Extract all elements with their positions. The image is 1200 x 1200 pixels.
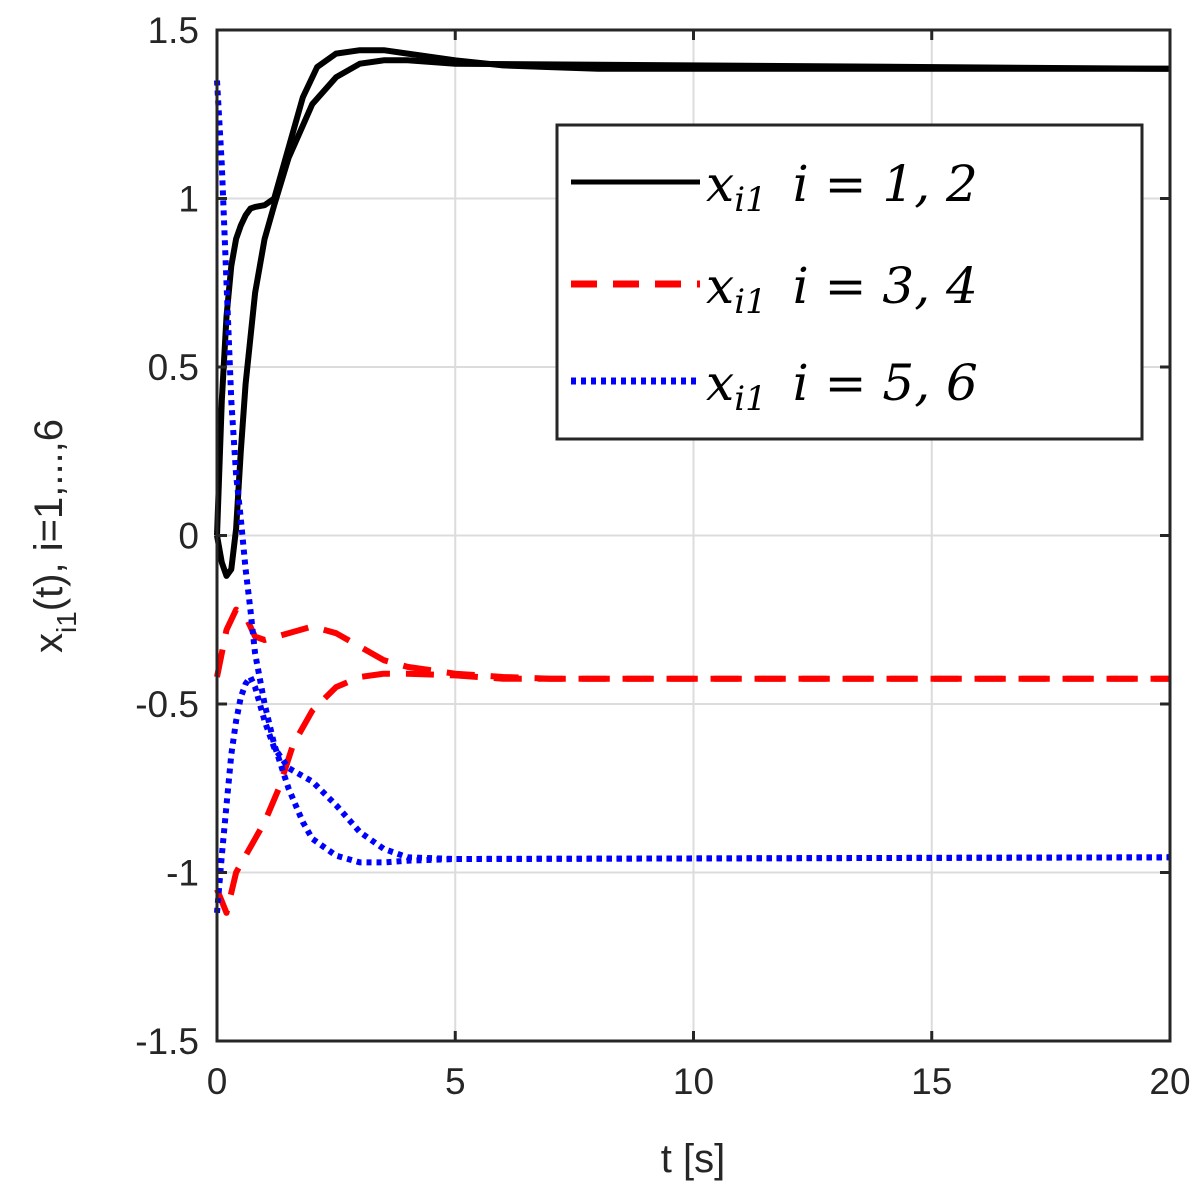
legend-entry-1: xi1 i = 1, 2 (706, 155, 978, 220)
axis-ticks (215, 28, 1172, 1043)
x-tick-label: 20 (1149, 1061, 1190, 1102)
y-tick-label: -0.5 (135, 684, 199, 725)
y-tick-labels: -1.5 -1 -0.5 0 0.5 1 1.5 (135, 10, 199, 1062)
y-tick-label: -1.5 (135, 1021, 199, 1062)
x-tick-label: 15 (911, 1061, 952, 1102)
legend-entry-3-var: x (706, 354, 734, 412)
series-x-i1-i-5-6-line (214, 80, 1171, 866)
x-tick-label: 10 (673, 1061, 714, 1102)
series-layer (214, 47, 1171, 916)
legend-entry-2-sub: i1 (734, 282, 767, 322)
series-x-i1-i-1-2-line (214, 57, 1171, 579)
legend-entry-1-sub: i1 (734, 180, 767, 220)
y-axis-label-rest: (t), i=1,...,6 (27, 419, 71, 611)
legend-entry-1-var: x (706, 155, 734, 213)
y-tick-label: 1 (178, 179, 199, 220)
legend-entry-1-rest: i = 1, 2 (793, 155, 978, 213)
legend-entry-2: xi1 i = 3, 4 (706, 257, 978, 322)
y-axis-label-var: x (27, 633, 71, 653)
legend-box (555, 123, 1144, 441)
x-axis-label: t [s] (661, 1137, 725, 1181)
legend-entry-3-sub: i1 (734, 379, 767, 419)
legend-entry-2-var: x (706, 257, 734, 315)
x-tick-labels: 0 5 10 15 20 (207, 1061, 1191, 1102)
x-tick-label: 5 (445, 1061, 466, 1102)
legend-entry-2-rest: i = 3, 4 (793, 257, 978, 315)
y-axis-label: xi1(t), i=1,...,6 (27, 419, 82, 653)
y-tick-label: 0.5 (148, 347, 199, 388)
y-axis-label-sub: i1 (51, 611, 82, 633)
legend-entry-3: xi1 i = 5, 6 (706, 354, 978, 419)
y-tick-label: 1.5 (148, 10, 199, 51)
y-tick-label: -1 (166, 853, 199, 894)
legend-entry-3-rest: i = 5, 6 (793, 354, 978, 412)
legend: xi1 i = 1, 2 xi1 i = 3, 4 xi1 i = 5, 6 (555, 123, 1144, 441)
series-x-i1-i-3-4-line (214, 670, 1170, 916)
x-tick-label: 0 (207, 1061, 228, 1102)
y-tick-label: 0 (178, 516, 199, 557)
series-x-i1-i-3-4-line (214, 606, 1170, 682)
